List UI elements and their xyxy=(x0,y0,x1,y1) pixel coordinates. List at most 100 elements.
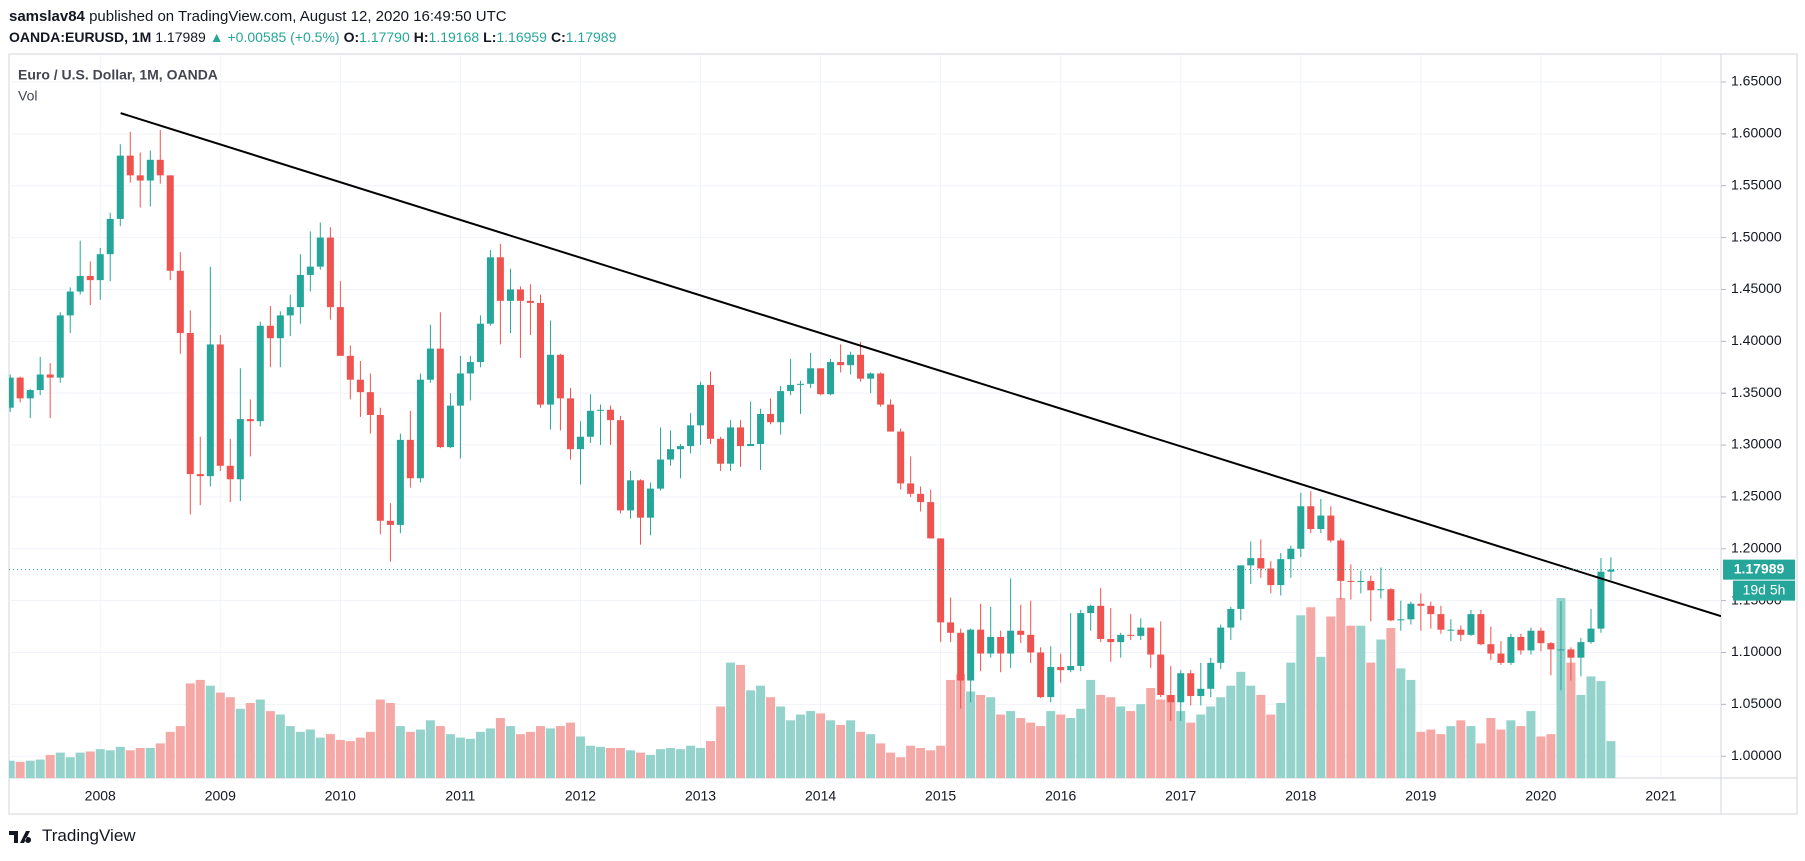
volume-bar xyxy=(645,754,655,778)
volume-bar xyxy=(605,748,615,778)
volume-bar xyxy=(675,749,685,778)
candle-body xyxy=(1157,654,1165,696)
candle-body xyxy=(877,373,885,405)
candle-body xyxy=(486,257,494,324)
candle-body xyxy=(807,368,815,384)
candle-body xyxy=(567,398,575,450)
candle-body xyxy=(657,459,665,489)
volume-bar xyxy=(85,751,95,778)
candle-body xyxy=(496,257,504,301)
volume-bar xyxy=(545,728,555,778)
candle-body xyxy=(576,436,584,450)
volume-bar xyxy=(1586,676,1596,778)
volume-bar xyxy=(726,662,736,778)
candle-body xyxy=(1497,653,1505,663)
volume-bar xyxy=(1296,615,1306,778)
candle-body xyxy=(1187,673,1195,697)
candle-body xyxy=(1387,589,1395,621)
volume-bar xyxy=(125,750,135,778)
candle-body xyxy=(1207,662,1215,689)
candle-body xyxy=(236,419,244,480)
candle-body xyxy=(1567,649,1575,658)
volume-bar xyxy=(465,738,475,778)
volume-bar xyxy=(1446,726,1456,778)
candle-body xyxy=(917,493,925,503)
volume-bar xyxy=(696,748,706,778)
x-tick-label: 2017 xyxy=(1165,788,1196,804)
volume-bar xyxy=(1016,718,1026,778)
volume-bar xyxy=(395,726,405,778)
countdown-box xyxy=(1733,580,1795,601)
volume-bar xyxy=(155,743,165,778)
volume-bar xyxy=(1486,718,1496,778)
volume-bar xyxy=(966,691,976,778)
volume-bar xyxy=(1336,598,1346,778)
candle-body xyxy=(466,362,474,374)
candle-body xyxy=(1347,580,1355,582)
candle-body xyxy=(366,392,374,415)
candle-body xyxy=(1137,627,1145,636)
candle-body xyxy=(476,323,484,363)
candle-body xyxy=(797,383,805,385)
candle-body xyxy=(757,413,765,445)
candle-body xyxy=(126,155,134,176)
volume-bar xyxy=(175,726,185,778)
volume-bar xyxy=(1476,743,1486,778)
x-tick-label: 2015 xyxy=(925,788,956,804)
x-tick-label: 2013 xyxy=(685,788,716,804)
volume-bar xyxy=(746,690,756,778)
candle-body xyxy=(1597,571,1605,629)
published: published on TradingView.com, August 12,… xyxy=(89,8,507,25)
volume-bar xyxy=(1046,711,1056,778)
volume-label: Vol xyxy=(18,88,37,104)
candle-body xyxy=(9,377,14,408)
volume-bar xyxy=(1176,711,1186,778)
volume-bar xyxy=(315,737,325,778)
volume-bar xyxy=(846,720,856,778)
candle-body xyxy=(1227,608,1235,628)
candle-body xyxy=(1427,605,1435,615)
x-tick-label: 2011 xyxy=(445,788,475,804)
candle-body xyxy=(1357,580,1365,582)
volume-bar xyxy=(225,697,235,778)
candle-body xyxy=(146,159,154,181)
candle-body xyxy=(997,636,1005,654)
volume-bar xyxy=(1536,736,1546,778)
candle-body xyxy=(506,289,514,301)
volume-bar xyxy=(425,720,435,778)
volume-bar xyxy=(766,697,776,778)
volume-bar xyxy=(716,706,726,778)
candle-body xyxy=(1307,506,1315,530)
candle-body xyxy=(747,444,755,447)
candle-body xyxy=(426,348,434,380)
volume-bar xyxy=(786,720,796,778)
volume-bar xyxy=(135,748,145,778)
volume-bar xyxy=(926,750,936,778)
symbol: OANDA:EURUSD, 1M xyxy=(9,29,152,45)
candle-body xyxy=(1037,652,1045,698)
candle-body xyxy=(937,538,945,623)
candle-body xyxy=(526,300,534,303)
candle-body xyxy=(456,373,464,406)
volume-bar xyxy=(1166,694,1176,778)
candle-body xyxy=(1327,515,1335,541)
volume-bar xyxy=(1026,722,1036,778)
candle-body xyxy=(36,374,44,391)
volume-bar xyxy=(1226,685,1236,778)
volume-bar xyxy=(385,703,395,778)
candle-body xyxy=(56,315,64,378)
volume-bar xyxy=(1436,734,1446,778)
volume-bar xyxy=(1206,706,1216,778)
candle-body xyxy=(1247,558,1255,566)
volume-bar xyxy=(585,745,595,778)
volume-bar xyxy=(1386,628,1396,778)
volume-bar xyxy=(495,718,505,778)
volume-bar xyxy=(806,711,816,778)
volume-bar xyxy=(525,731,535,778)
y-tick-label: 1.25000 xyxy=(1731,488,1782,504)
volume-bar xyxy=(596,746,606,778)
candle-body xyxy=(857,354,865,379)
symbol-line: OANDA:EURUSD, 1M 1.17989 ▲ +0.00585 (+0.… xyxy=(9,27,616,48)
candle-body xyxy=(1467,614,1475,635)
